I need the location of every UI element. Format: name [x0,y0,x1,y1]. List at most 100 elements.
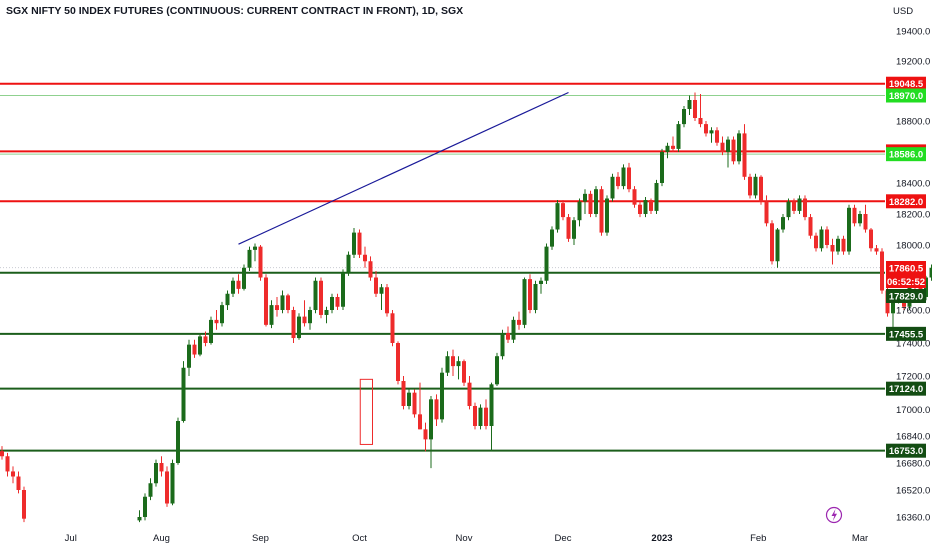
level-badge-4-bg [886,194,926,209]
level-badge-6-bg [886,326,926,341]
candle-body-96 [528,279,532,310]
candle-body-84 [462,361,466,383]
candle-body-118 [649,200,653,211]
x-tick-label-4: Nov [456,533,473,544]
candle-body-101 [555,203,560,230]
candle-body-32 [176,421,180,463]
candle-body-30 [165,471,169,504]
candle-body-119 [654,183,659,211]
candle-body-145 [797,198,802,211]
candle-body-58 [319,280,323,315]
candle-body-0 [0,451,4,457]
candle-body-3 [16,476,21,490]
candle-body-109 [599,189,604,233]
candle-body-37 [203,336,208,343]
level-badge-0: 19048.5 [889,79,924,90]
candle-body-71 [390,313,395,343]
chart-title: SGX NIFTY 50 INDEX FUTURES (CONTINUOUS: … [6,5,464,17]
candle-body-72 [396,343,400,381]
level-badge-1: 18970.0 [889,91,923,102]
candle-body-99 [544,246,549,281]
currency-label: USD [893,6,914,17]
candle-body-146 [803,198,807,218]
candle-body-31 [170,463,175,504]
candle-body-33 [181,367,186,421]
candle-body-136 [748,176,752,196]
candle-body-86 [473,406,477,426]
y-tick-label-6: 17600.0 [896,306,930,317]
candle-body-130 [715,130,719,143]
candle-body-125 [687,100,692,109]
candle-body-95 [522,279,527,325]
candle-body-88 [484,407,488,426]
candle-body-92 [506,333,510,340]
countdown-timer: 06:52:52 [887,277,925,288]
x-tick-label-5: Dec [555,533,572,544]
candle-body-91 [500,333,505,357]
x-tick-label-6: 2023 [651,533,672,544]
candle-body-153 [841,238,846,252]
y-tick-label-4: 18200.0 [896,210,930,221]
candle-body-126 [693,100,697,118]
level-badge-8: 16753.0 [889,446,923,457]
candle-body-53 [291,310,296,339]
level-badge-5: 17829.0 [889,292,923,303]
candle-body-65 [357,232,362,255]
candle-body-41 [225,293,230,306]
candle-body-56 [308,310,312,324]
candle-body-108 [594,189,598,214]
flash-icon[interactable] [825,506,843,524]
candle-body-150 [825,229,829,245]
level-badge-7-bg [886,381,926,396]
candle-body-45 [247,249,252,268]
y-tick-label-12: 16520.0 [896,486,930,497]
candle-body-140 [770,223,774,262]
candle-body-46 [253,246,257,250]
candle-body-78 [429,399,433,440]
y-tick-label-2: 18800.0 [896,117,930,128]
candle-body-158 [869,229,873,249]
candle-body-35 [192,344,197,355]
candle-body-89 [489,384,494,426]
candle-body-1 [5,456,10,472]
candle-body-162 [891,297,895,314]
x-tick-label-8: Mar [852,533,868,544]
candle-body-103 [566,217,571,239]
candle-body-111 [610,176,615,199]
y-tick-label-8: 17200.0 [896,372,930,383]
level-badge-5-bg [886,289,926,303]
level-badge-6: 17455.5 [889,329,924,340]
candle-body-59 [324,310,329,315]
candle-body-151 [830,245,835,252]
candle-body-157 [863,214,868,230]
candle-body-105 [577,201,582,221]
y-tick-label-3: 18400.0 [896,179,930,190]
candle-body-27 [148,483,153,497]
candle-body-42 [231,280,235,294]
x-tick-label-3: Oct [352,533,367,544]
candle-body-4 [22,490,26,519]
candle-body-90 [495,356,499,385]
candle-body-137 [753,176,758,196]
candle-body-34 [187,344,191,368]
candle-body-131 [720,142,725,152]
candle-body-107 [588,193,593,214]
candle-body-73 [401,381,406,406]
candle-body-83 [456,361,461,367]
y-tick-label-0: 19400.0 [896,27,930,38]
last-price-badge: 17860.5 [889,264,924,275]
candle-body-51 [280,295,285,310]
candle-body-60 [330,297,334,310]
candle-body-80 [440,372,444,420]
candle-body-75 [412,392,417,415]
candle-body-44 [242,267,246,289]
y-tick-label-5: 18000.0 [896,241,930,252]
x-tick-label-0: Jul [65,533,77,544]
candle-body-87 [478,407,483,426]
candle-body-159 [874,248,879,252]
candle-body-156 [858,214,862,224]
countdown-bg [886,275,926,288]
candle-body-48 [264,277,268,325]
candle-body-98 [539,280,543,284]
